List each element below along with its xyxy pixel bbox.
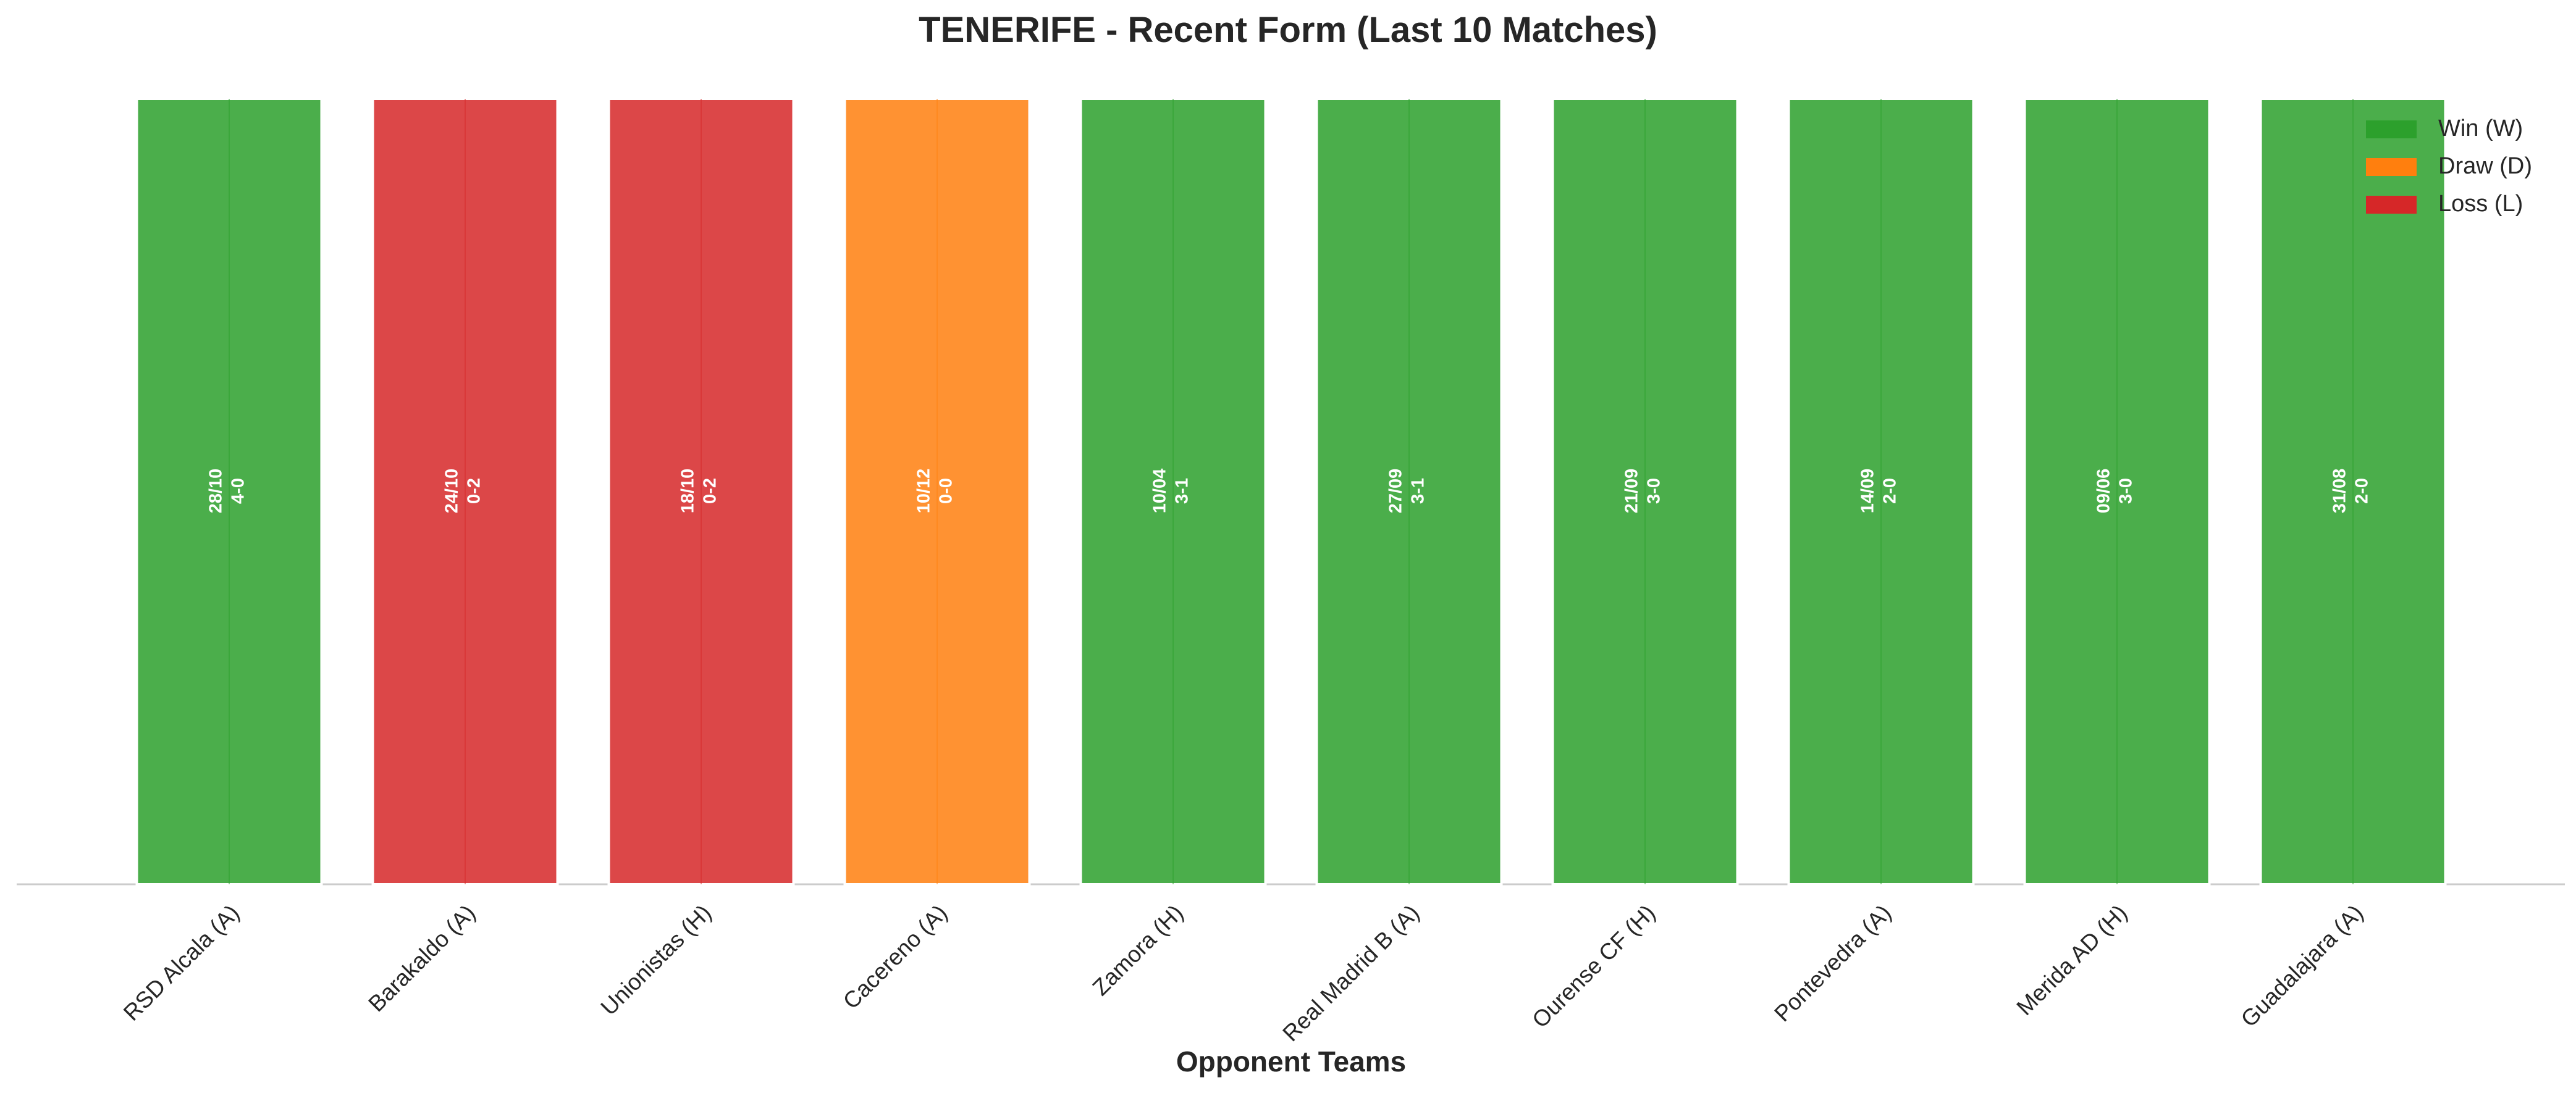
bar-score-label: 3-1 bbox=[1172, 478, 1192, 504]
bar-date-label: 21/09 bbox=[1622, 469, 1642, 514]
x-tick-label: Pontevedra (A) bbox=[1769, 900, 1896, 1026]
bar-date-label: 31/08 bbox=[2330, 469, 2350, 514]
bar-score-label: 0-0 bbox=[937, 478, 956, 504]
x-tick-label: Merida AD (H) bbox=[2012, 900, 2132, 1020]
x-tick-label: Guadalajara (A) bbox=[2236, 900, 2368, 1032]
x-tick-label: Barakaldo (A) bbox=[363, 900, 480, 1016]
bar-date-label: 10/04 bbox=[1150, 469, 1170, 514]
bar-date-label: 14/09 bbox=[1858, 469, 1878, 514]
bar-score-label: 2-0 bbox=[1880, 478, 1900, 504]
bar-date-label: 24/10 bbox=[442, 469, 462, 514]
bar-date-label: 18/10 bbox=[678, 469, 698, 514]
bar-date-label: 28/10 bbox=[206, 469, 226, 514]
x-tick-label: Cacereno (A) bbox=[838, 900, 953, 1014]
legend-label: Win (W) bbox=[2438, 115, 2523, 141]
x-tick-label: RSD Alcala (A) bbox=[119, 900, 244, 1025]
bar-date-label: 27/09 bbox=[1386, 469, 1406, 514]
legend-swatch bbox=[2366, 158, 2417, 176]
chart-title: TENERIFE - Recent Form (Last 10 Matches) bbox=[919, 10, 1657, 50]
x-tick-label: Ourense CF (H) bbox=[1527, 900, 1660, 1032]
legend-swatch bbox=[2366, 120, 2417, 138]
x-tick-label: Zamora (H) bbox=[1088, 900, 1189, 1000]
bar-score-label: 4-0 bbox=[229, 478, 248, 504]
legend-label: Loss (L) bbox=[2438, 191, 2523, 217]
bar-score-label: 0-2 bbox=[465, 478, 484, 504]
bar-date-label: 10/12 bbox=[914, 469, 934, 514]
bar-date-label: 09/06 bbox=[2094, 469, 2114, 514]
legend-swatch bbox=[2366, 196, 2417, 214]
x-axis-title: Opponent Teams bbox=[1176, 1045, 1406, 1078]
bar-score-label: 3-1 bbox=[1408, 478, 1428, 504]
x-tick-label: Real Madrid B (A) bbox=[1277, 900, 1424, 1046]
bar-score-label: 0-2 bbox=[701, 478, 720, 504]
bar-score-label: 2-0 bbox=[2352, 478, 2372, 504]
bar-score-label: 3-0 bbox=[2116, 478, 2136, 504]
x-tick-label: Unionistas (H) bbox=[596, 900, 717, 1020]
bar-score-label: 3-0 bbox=[1644, 478, 1664, 504]
legend-label: Draw (D) bbox=[2438, 153, 2532, 179]
